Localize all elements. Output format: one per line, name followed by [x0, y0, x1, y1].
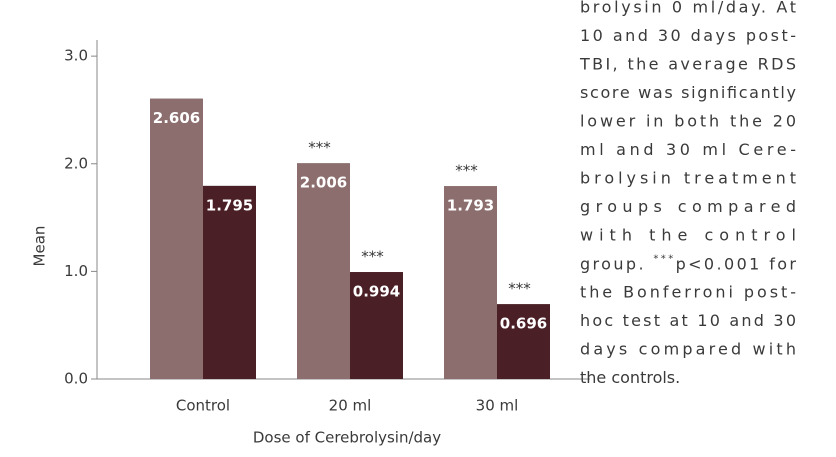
value-label: 2.606 — [153, 109, 200, 127]
caption-line: hoc test at 10 and 30 — [580, 311, 796, 330]
caption-line: days compared with — [580, 340, 796, 359]
y-tick-label: 1.0 — [64, 262, 88, 280]
x-tick-label: Control — [176, 397, 230, 415]
value-label: 1.793 — [447, 197, 494, 215]
caption-line: brolysin treatment — [580, 169, 796, 188]
caption-line: ml and 30 ml Cere- — [580, 140, 796, 159]
bar — [297, 163, 350, 379]
value-label: 2.006 — [300, 174, 347, 192]
caption-line: with the control — [580, 226, 796, 245]
caption-text: group. — [580, 254, 651, 273]
caption-line: groups compared — [580, 197, 796, 216]
y-tick-label: 0.0 — [64, 370, 88, 388]
value-label: 0.994 — [353, 283, 400, 301]
caption-line: score was significantly — [580, 83, 796, 102]
caption-line: TBI, the average RDS — [579, 55, 796, 74]
value-label: 0.696 — [500, 315, 547, 333]
x-tick-label: 20 ml — [329, 397, 372, 415]
x-tick-label: 30 ml — [476, 397, 519, 415]
caption-line: group. *** p<0.001 for — [580, 254, 796, 274]
caption-line: brolysin 0 ml/day. At — [580, 0, 796, 17]
caption-line: the controls. — [580, 368, 680, 387]
bar — [444, 186, 497, 379]
caption-line: lower in both the 20 — [580, 112, 796, 131]
y-tick-label: 3.0 — [64, 47, 88, 65]
y-tick-label: 2.0 — [64, 154, 88, 172]
bar — [497, 304, 550, 379]
caption-text: p<0.001 for — [676, 254, 797, 273]
caption-line: 10 and 30 days post- — [580, 26, 796, 45]
y-axis-label: Mean — [31, 226, 49, 267]
annotation: *** — [508, 280, 531, 298]
x-axis-label: Dose of Cerebrolysin/day — [253, 429, 441, 447]
bar — [350, 272, 403, 379]
bar — [203, 185, 256, 379]
annotation: *** — [455, 162, 478, 180]
value-label: 1.795 — [206, 196, 253, 214]
bar — [150, 98, 203, 379]
caption-superscript: *** — [653, 254, 673, 265]
annotation: *** — [361, 248, 384, 266]
caption-line: the Bonferroni post- — [580, 283, 796, 302]
annotation: *** — [308, 139, 331, 157]
